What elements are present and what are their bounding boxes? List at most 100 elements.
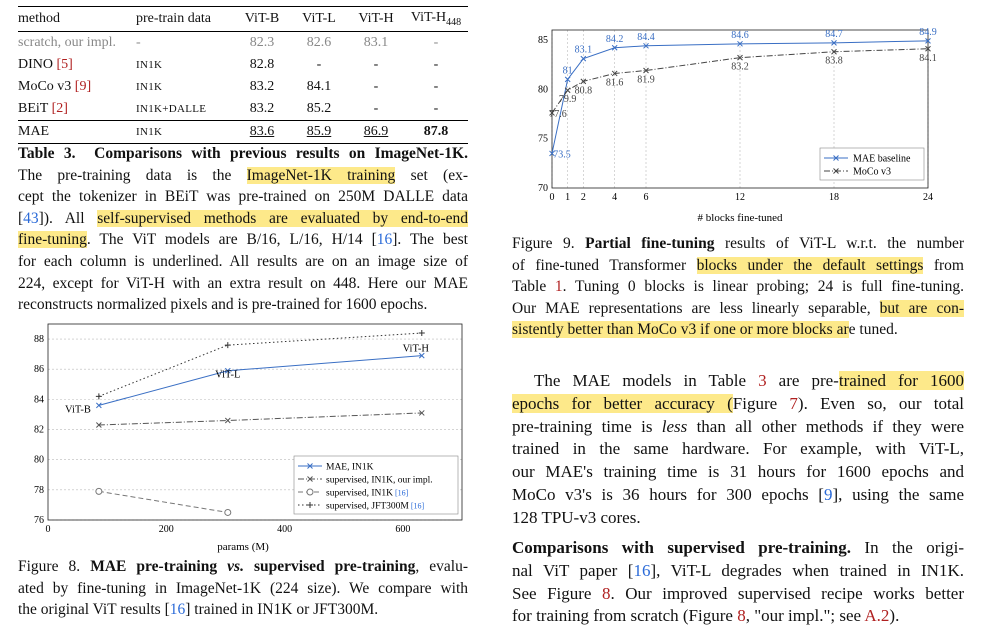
data-label: 84.4 — [637, 32, 655, 43]
x-axis-label: params (M) — [217, 541, 269, 553]
cell-vit-l: 85.2 — [290, 98, 348, 121]
data-label: 83.1 — [575, 45, 593, 56]
data-point — [611, 44, 618, 51]
legend-label: supervised, IN1K [16] — [326, 489, 409, 499]
cell-data: IN1K — [136, 59, 163, 71]
data-point — [643, 67, 649, 74]
x-tick-label: 400 — [277, 524, 292, 535]
cell-vit-h: - — [373, 57, 379, 72]
data-point — [306, 488, 314, 496]
data-point — [224, 508, 232, 516]
cell-method: DINO [5] — [18, 57, 73, 72]
data-label: 73.5 — [553, 149, 571, 160]
point-label: ViT-H — [403, 344, 430, 355]
data-point — [833, 155, 839, 161]
y-tick-label: 75 — [538, 134, 548, 145]
legend-box — [819, 147, 925, 181]
caption-bold: Comparisons with previous results on Ima… — [94, 145, 468, 162]
caption-label: Figure 9. — [512, 235, 575, 252]
caption-label: Table 3. — [18, 145, 76, 162]
body-line: pre-training time is less than all other… — [512, 416, 964, 436]
cell-data: IN1K+DALLE — [136, 98, 234, 121]
data-point — [307, 502, 313, 508]
y-tick-label: 76 — [34, 515, 44, 526]
point-label: ViT-B — [65, 404, 91, 415]
y-tick-label: 82 — [34, 425, 44, 436]
figure-8-caption: Figure 8. MAE pre-training vs. supervise… — [18, 556, 468, 621]
cell-data: - — [136, 35, 141, 50]
cell-vit-h: 86.9 — [363, 124, 389, 139]
y-tick-label: 80 — [538, 84, 548, 95]
cell-data: IN1K — [136, 81, 163, 93]
legend-label: supervised, IN1K, our impl. — [326, 476, 433, 486]
data-label: 84.2 — [606, 34, 624, 45]
caption-line: for each column is underlined. All resul… — [18, 252, 468, 270]
data-label: 80.8 — [575, 85, 593, 96]
data-point — [549, 110, 555, 116]
data-point — [307, 463, 313, 469]
cell-vit-b: 83.6 — [249, 124, 275, 139]
x-tick-label: 600 — [395, 524, 410, 535]
data-point — [418, 352, 425, 359]
col-header-vit-h448: ViT-H448 — [404, 6, 468, 32]
cell-vit-b: 83.2 — [249, 79, 275, 94]
col-header-method: method — [18, 6, 136, 32]
caption-line: [43]). All self-supervised methods are e… — [18, 209, 468, 227]
caption-line: Table 1. Tuning 0 blocks is linear probi… — [512, 278, 964, 296]
citation-link[interactable]: [9] — [74, 79, 92, 94]
data-point — [611, 70, 618, 77]
x-tick-label: 0 — [550, 192, 555, 203]
y-tick-label: 88 — [34, 334, 44, 345]
cell-method: BEiT [2] — [18, 98, 136, 121]
cell-method: MAE — [18, 120, 136, 144]
data-label: 84.9 — [919, 27, 937, 38]
body-line: nal ViT paper [16], ViT-L degrades when … — [512, 560, 964, 580]
caption-line: the original ViT results [16] trained in… — [18, 601, 379, 619]
cell-method: MoCo v3 [9] — [18, 79, 92, 94]
data-point — [307, 476, 313, 482]
cell-vit-h448: - — [404, 98, 468, 121]
y-tick-label: 84 — [34, 394, 44, 405]
cell-vit-l: 85.9 — [306, 124, 332, 139]
data-point — [418, 410, 425, 416]
caption-bold: Partial fine-tuning — [585, 235, 715, 252]
caption-line: sistently better than MoCo v3 if one or … — [512, 321, 898, 339]
data-point — [925, 38, 931, 44]
series-line — [98, 490, 228, 513]
data-point — [95, 487, 103, 495]
cell-vit-l: 82.6 — [306, 35, 332, 50]
data-label: 81.9 — [637, 74, 655, 85]
caption-line: Our MAE representations are less linearl… — [512, 299, 964, 317]
cell-vit-h: - — [373, 79, 379, 94]
table-3: method pre-train data ViT-B ViT-L ViT-H … — [18, 6, 468, 144]
y-tick-label: 86 — [34, 364, 44, 375]
citation-link[interactable]: [2] — [51, 101, 68, 116]
data-point — [224, 367, 231, 374]
caption-line: The pre-training data is the ImageNet-1K… — [18, 166, 468, 184]
data-label: 79.9 — [559, 94, 577, 105]
x-tick-label: 18 — [829, 192, 839, 203]
series-line — [98, 412, 422, 426]
x-tick-label: 1 — [565, 192, 570, 203]
cell-data: IN1K — [136, 120, 234, 144]
data-point — [833, 168, 839, 174]
caption-line: cept the tokenizer in BEiT was pre-train… — [18, 188, 468, 206]
data-label: 83.2 — [731, 62, 749, 73]
body-line: our MAE's training time is 31 hours for … — [512, 462, 964, 482]
data-point — [224, 342, 231, 349]
cell-vit-h: 83.1 — [363, 35, 389, 50]
data-label: 77.6 — [549, 109, 567, 120]
y-tick-label: 80 — [34, 455, 44, 466]
body-line: for training from scratch (Figure 8, "ou… — [512, 606, 900, 626]
cell-method: scratch, our impl. — [18, 35, 116, 50]
x-axis-label: # blocks fine-tuned — [698, 212, 783, 224]
citation-link[interactable]: [5] — [56, 57, 73, 72]
plot-frame — [47, 323, 463, 521]
data-label: 84.1 — [919, 53, 937, 64]
y-tick-label: 70 — [538, 183, 548, 194]
legend-label: supervised, JFT300M [16] — [326, 502, 425, 512]
caption-line: reconstructs normalized pixels and is pr… — [18, 296, 428, 314]
x-tick-label: 4 — [612, 192, 617, 203]
body-paragraph-1: The MAE models in Table 3 are pre-traine… — [512, 370, 964, 530]
